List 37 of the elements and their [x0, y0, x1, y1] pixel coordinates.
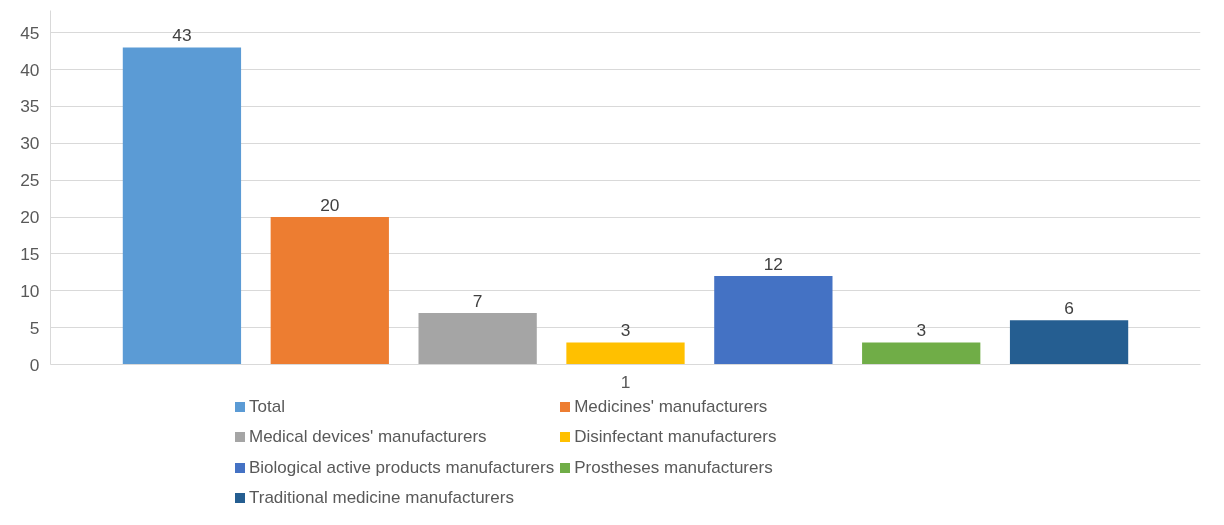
bar: [418, 312, 537, 365]
legend-label: Prostheses manufacturers: [574, 456, 773, 479]
legend-item: Medicines' manufacturers: [560, 395, 777, 420]
legend-item: Biological active products manufacturers: [235, 455, 555, 480]
y-tick-label: 10: [20, 280, 40, 301]
data-label: 7: [472, 290, 483, 311]
legend-item: Prostheses manufacturers: [560, 455, 777, 480]
y-tick-label: 0: [29, 354, 40, 375]
data-label: 3: [916, 320, 927, 341]
data-label: 12: [763, 254, 783, 274]
y-tick-label: 35: [20, 96, 40, 117]
legend-item: Traditional medicine manufacturers: [235, 485, 555, 511]
bar: [714, 276, 833, 365]
y-tick-label: 5: [29, 317, 40, 338]
legend-label: Total: [249, 396, 285, 418]
legend-label: Medicines' manufacturers: [574, 396, 768, 418]
y-tick-label: 30: [20, 133, 40, 154]
legend-item: Medical devices' manufacturers: [235, 425, 555, 450]
y-tick-label: 25: [20, 170, 40, 191]
bar: [122, 47, 242, 365]
bar: [862, 342, 981, 365]
y-tick-label: 15: [20, 243, 40, 264]
x-tick-label: 1: [620, 371, 631, 392]
y-tick-label: 20: [20, 207, 40, 227]
bar: [270, 217, 389, 365]
y-tick-label: 40: [20, 59, 40, 80]
data-label: 3: [620, 320, 631, 341]
data-label: 20: [320, 195, 340, 215]
legend-item: Total: [235, 395, 555, 420]
data-label: 43: [172, 25, 192, 46]
data-label: 6: [1064, 298, 1074, 319]
legend-label: Medical devices' manufacturers: [249, 426, 487, 449]
bar: [1009, 320, 1129, 365]
y-tick-label: 45: [20, 22, 40, 43]
legend-label: Traditional medicine manufacturers: [249, 486, 514, 509]
bar: [566, 342, 685, 365]
legend-item: Disinfectant manufacturers: [560, 425, 777, 450]
